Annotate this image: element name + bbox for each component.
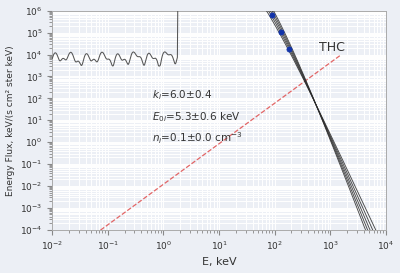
Y-axis label: Energy Flux, keV/(s cm² ster keV): Energy Flux, keV/(s cm² ster keV) <box>6 45 14 195</box>
Point <box>269 13 275 17</box>
Text: $n_i$=0.1±0.0 cm$^{-3}$: $n_i$=0.1±0.0 cm$^{-3}$ <box>152 130 243 146</box>
Text: $E_{0i}$=5.3±0.6 keV: $E_{0i}$=5.3±0.6 keV <box>152 110 241 124</box>
Point <box>261 0 268 3</box>
Point <box>286 46 292 51</box>
Point <box>278 30 284 35</box>
X-axis label: E, keV: E, keV <box>202 257 236 268</box>
Text: $k_i$=6.0±0.4: $k_i$=6.0±0.4 <box>152 88 212 102</box>
Text: THC: THC <box>319 41 345 54</box>
